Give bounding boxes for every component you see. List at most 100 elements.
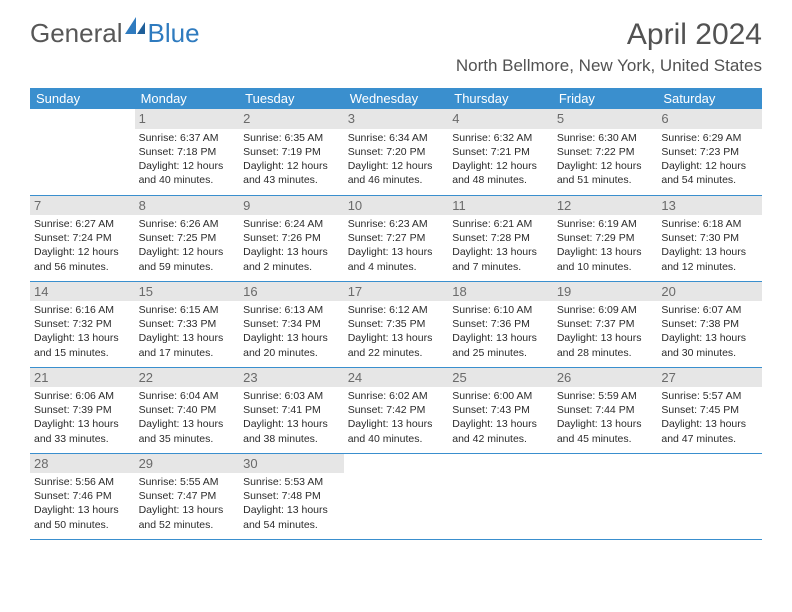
logo-text-2: Blue — [148, 18, 200, 49]
calendar-week-row: 21Sunrise: 6:06 AMSunset: 7:39 PMDayligh… — [30, 367, 762, 453]
calendar-day-cell: 19Sunrise: 6:09 AMSunset: 7:37 PMDayligh… — [553, 281, 658, 367]
sunrise-text: Sunrise: 6:32 AM — [452, 131, 549, 145]
daylight-text: Daylight: 13 hours and 35 minutes. — [139, 417, 236, 445]
sunset-text: Sunset: 7:44 PM — [557, 403, 654, 417]
sunset-text: Sunset: 7:36 PM — [452, 317, 549, 331]
day-number: 12 — [553, 196, 658, 216]
day-number: 26 — [553, 368, 658, 388]
daylight-text: Daylight: 13 hours and 4 minutes. — [348, 245, 445, 273]
sunset-text: Sunset: 7:29 PM — [557, 231, 654, 245]
sunrise-text: Sunrise: 6:12 AM — [348, 303, 445, 317]
calendar-day-cell: 13Sunrise: 6:18 AMSunset: 7:30 PMDayligh… — [657, 195, 762, 281]
sunrise-text: Sunrise: 6:34 AM — [348, 131, 445, 145]
sunset-text: Sunset: 7:32 PM — [34, 317, 131, 331]
sunset-text: Sunset: 7:34 PM — [243, 317, 340, 331]
sunrise-text: Sunrise: 6:10 AM — [452, 303, 549, 317]
sunset-text: Sunset: 7:37 PM — [557, 317, 654, 331]
sail-icon — [125, 11, 147, 42]
sunset-text: Sunset: 7:19 PM — [243, 145, 340, 159]
sunrise-text: Sunrise: 6:21 AM — [452, 217, 549, 231]
day-number: 5 — [553, 109, 658, 129]
sunset-text: Sunset: 7:47 PM — [139, 489, 236, 503]
calendar-day-cell: 14Sunrise: 6:16 AMSunset: 7:32 PMDayligh… — [30, 281, 135, 367]
sunset-text: Sunset: 7:28 PM — [452, 231, 549, 245]
calendar-day-cell: 27Sunrise: 5:57 AMSunset: 7:45 PMDayligh… — [657, 367, 762, 453]
sunset-text: Sunset: 7:43 PM — [452, 403, 549, 417]
sunset-text: Sunset: 7:39 PM — [34, 403, 131, 417]
calendar-day-cell: 20Sunrise: 6:07 AMSunset: 7:38 PMDayligh… — [657, 281, 762, 367]
calendar-day-cell: 23Sunrise: 6:03 AMSunset: 7:41 PMDayligh… — [239, 367, 344, 453]
calendar-day-cell: 29Sunrise: 5:55 AMSunset: 7:47 PMDayligh… — [135, 453, 240, 539]
daylight-text: Daylight: 13 hours and 25 minutes. — [452, 331, 549, 359]
day-number: 14 — [30, 282, 135, 302]
sunrise-text: Sunrise: 5:57 AM — [661, 389, 758, 403]
calendar-week-row: 28Sunrise: 5:56 AMSunset: 7:46 PMDayligh… — [30, 453, 762, 539]
day-number: 9 — [239, 196, 344, 216]
daylight-text: Daylight: 13 hours and 15 minutes. — [34, 331, 131, 359]
calendar-day-cell — [344, 453, 449, 539]
calendar-week-row: 7Sunrise: 6:27 AMSunset: 7:24 PMDaylight… — [30, 195, 762, 281]
calendar-day-cell — [448, 453, 553, 539]
calendar-day-cell — [657, 453, 762, 539]
calendar-day-cell: 11Sunrise: 6:21 AMSunset: 7:28 PMDayligh… — [448, 195, 553, 281]
calendar-day-cell: 17Sunrise: 6:12 AMSunset: 7:35 PMDayligh… — [344, 281, 449, 367]
weekday-header: Tuesday — [239, 88, 344, 109]
weekday-header: Friday — [553, 88, 658, 109]
calendar-week-row: 14Sunrise: 6:16 AMSunset: 7:32 PMDayligh… — [30, 281, 762, 367]
sunset-text: Sunset: 7:35 PM — [348, 317, 445, 331]
day-number: 22 — [135, 368, 240, 388]
day-number: 4 — [448, 109, 553, 129]
weekday-header: Sunday — [30, 88, 135, 109]
sunrise-text: Sunrise: 6:19 AM — [557, 217, 654, 231]
day-number: 16 — [239, 282, 344, 302]
sunrise-text: Sunrise: 6:00 AM — [452, 389, 549, 403]
sunrise-text: Sunrise: 6:18 AM — [661, 217, 758, 231]
daylight-text: Daylight: 12 hours and 59 minutes. — [139, 245, 236, 273]
calendar-day-cell: 24Sunrise: 6:02 AMSunset: 7:42 PMDayligh… — [344, 367, 449, 453]
day-number: 21 — [30, 368, 135, 388]
location-text: North Bellmore, New York, United States — [456, 56, 762, 76]
sunrise-text: Sunrise: 6:16 AM — [34, 303, 131, 317]
sunset-text: Sunset: 7:26 PM — [243, 231, 340, 245]
calendar-day-cell: 4Sunrise: 6:32 AMSunset: 7:21 PMDaylight… — [448, 109, 553, 195]
day-number: 2 — [239, 109, 344, 129]
sunrise-text: Sunrise: 6:15 AM — [139, 303, 236, 317]
calendar-day-cell: 26Sunrise: 5:59 AMSunset: 7:44 PMDayligh… — [553, 367, 658, 453]
sunrise-text: Sunrise: 5:59 AM — [557, 389, 654, 403]
calendar-week-row: 1Sunrise: 6:37 AMSunset: 7:18 PMDaylight… — [30, 109, 762, 195]
title-block: April 2024 North Bellmore, New York, Uni… — [456, 18, 762, 76]
daylight-text: Daylight: 12 hours and 56 minutes. — [34, 245, 131, 273]
daylight-text: Daylight: 13 hours and 10 minutes. — [557, 245, 654, 273]
calendar-day-cell: 7Sunrise: 6:27 AMSunset: 7:24 PMDaylight… — [30, 195, 135, 281]
daylight-text: Daylight: 13 hours and 38 minutes. — [243, 417, 340, 445]
day-number: 24 — [344, 368, 449, 388]
daylight-text: Daylight: 13 hours and 20 minutes. — [243, 331, 340, 359]
daylight-text: Daylight: 13 hours and 45 minutes. — [557, 417, 654, 445]
calendar-header-row: SundayMondayTuesdayWednesdayThursdayFrid… — [30, 88, 762, 109]
sunset-text: Sunset: 7:21 PM — [452, 145, 549, 159]
logo-text-1: General — [30, 18, 123, 49]
day-number: 17 — [344, 282, 449, 302]
daylight-text: Daylight: 13 hours and 50 minutes. — [34, 503, 131, 531]
sunrise-text: Sunrise: 6:23 AM — [348, 217, 445, 231]
day-number: 29 — [135, 454, 240, 474]
sunset-text: Sunset: 7:25 PM — [139, 231, 236, 245]
sunset-text: Sunset: 7:48 PM — [243, 489, 340, 503]
daylight-text: Daylight: 12 hours and 54 minutes. — [661, 159, 758, 187]
calendar-day-cell — [30, 109, 135, 195]
sunrise-text: Sunrise: 6:13 AM — [243, 303, 340, 317]
calendar-day-cell: 6Sunrise: 6:29 AMSunset: 7:23 PMDaylight… — [657, 109, 762, 195]
page-title: April 2024 — [456, 18, 762, 52]
sunset-text: Sunset: 7:20 PM — [348, 145, 445, 159]
sunset-text: Sunset: 7:46 PM — [34, 489, 131, 503]
sunset-text: Sunset: 7:42 PM — [348, 403, 445, 417]
calendar-day-cell: 22Sunrise: 6:04 AMSunset: 7:40 PMDayligh… — [135, 367, 240, 453]
calendar-day-cell: 10Sunrise: 6:23 AMSunset: 7:27 PMDayligh… — [344, 195, 449, 281]
sunrise-text: Sunrise: 6:37 AM — [139, 131, 236, 145]
logo: General Blue — [30, 18, 200, 49]
daylight-text: Daylight: 13 hours and 12 minutes. — [661, 245, 758, 273]
sunrise-text: Sunrise: 6:03 AM — [243, 389, 340, 403]
calendar-day-cell: 28Sunrise: 5:56 AMSunset: 7:46 PMDayligh… — [30, 453, 135, 539]
calendar-day-cell: 8Sunrise: 6:26 AMSunset: 7:25 PMDaylight… — [135, 195, 240, 281]
calendar-day-cell: 25Sunrise: 6:00 AMSunset: 7:43 PMDayligh… — [448, 367, 553, 453]
